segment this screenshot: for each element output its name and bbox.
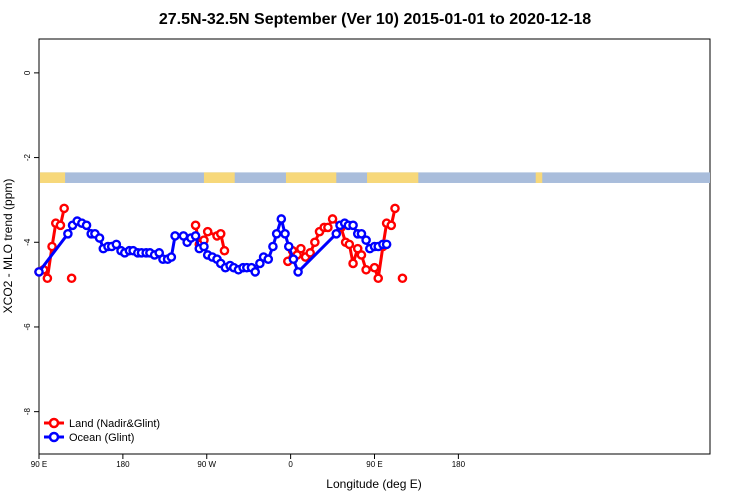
legend-ocean-label: Ocean (Glint) — [69, 432, 134, 444]
ocean-point — [250, 267, 261, 277]
ocean-point — [190, 231, 201, 241]
land-point — [361, 264, 371, 275]
ocean-point — [63, 228, 73, 239]
ocean-point — [268, 241, 278, 252]
ocean-series-line — [37, 217, 387, 274]
land-band-segment — [367, 172, 419, 183]
land-point — [373, 273, 384, 284]
land-point — [386, 220, 397, 231]
y-tick-label: -8 — [23, 408, 32, 416]
axis-ticks: 90 E 180 90 W 0 90 E 180 0 -2 -4 -6 -8 — [23, 70, 466, 469]
x-axis-title: Longitude (deg E) — [326, 477, 421, 491]
land-band-segment — [40, 172, 66, 183]
ocean-point — [271, 228, 282, 239]
ocean-point — [356, 228, 367, 239]
y-tick-label: 0 — [23, 70, 32, 75]
ocean-point — [81, 220, 92, 231]
land-point — [348, 258, 358, 269]
land-point — [296, 243, 306, 254]
land-point — [356, 250, 367, 260]
ocean-point — [288, 254, 299, 265]
legend-land-marker — [48, 417, 60, 429]
y-tick-label: -4 — [23, 238, 32, 246]
x-tick-label: 0 — [288, 460, 293, 469]
ocean-point — [111, 239, 122, 250]
land-band-segment — [203, 172, 235, 183]
land-point — [344, 239, 355, 250]
land-point — [310, 237, 320, 248]
y-tick-label: -2 — [23, 153, 32, 161]
x-tick-label: 180 — [116, 460, 130, 469]
land-point — [323, 222, 333, 233]
ocean-point — [283, 241, 294, 252]
land-point — [219, 245, 230, 256]
land-point — [369, 262, 380, 273]
land-band-segment — [535, 172, 543, 183]
ocean-point — [361, 235, 371, 245]
land-band-segment — [285, 172, 337, 183]
ocean-point — [280, 228, 290, 239]
legend: Land (Nadir&Glint) Ocean (Glint) — [44, 417, 160, 444]
x-tick-label: 90 E — [366, 460, 382, 469]
land-point — [390, 203, 400, 214]
land-point — [55, 220, 66, 231]
land-point — [305, 248, 315, 258]
legend-land-label: Land (Nadir&Glint) — [69, 418, 160, 430]
ocean-point — [166, 252, 177, 262]
ocean-point — [331, 228, 342, 239]
land-point — [42, 273, 53, 284]
land-point — [327, 214, 338, 224]
ocean-point — [94, 233, 105, 243]
land-point — [397, 273, 408, 284]
ocean-point — [381, 239, 392, 250]
land-point — [202, 226, 213, 237]
land-point — [59, 203, 69, 214]
ocean-point — [348, 220, 358, 231]
ocean-point — [276, 214, 287, 224]
x-tick-label: 90 E — [31, 460, 47, 469]
land-point — [66, 273, 77, 284]
ocean-point — [199, 241, 209, 252]
land-point — [47, 241, 57, 252]
y-axis-title: XCO2 - MLO trend (ppm) — [1, 179, 15, 314]
x-tick-label: 90 W — [197, 460, 216, 469]
ocean-point — [34, 267, 44, 277]
chart-title: 27.5N-32.5N September (Ver 10) 2015-01-0… — [159, 11, 591, 28]
ocean-point — [263, 254, 274, 265]
land-point — [215, 228, 226, 239]
x-tick-label: 180 — [452, 460, 466, 469]
land-point — [190, 220, 201, 231]
y-tick-label: -6 — [23, 323, 32, 331]
data-series — [34, 203, 408, 284]
ocean-point — [170, 231, 180, 241]
ocean-point — [293, 267, 303, 277]
legend-ocean-marker — [48, 431, 60, 443]
land-ocean-mask — [40, 172, 710, 183]
